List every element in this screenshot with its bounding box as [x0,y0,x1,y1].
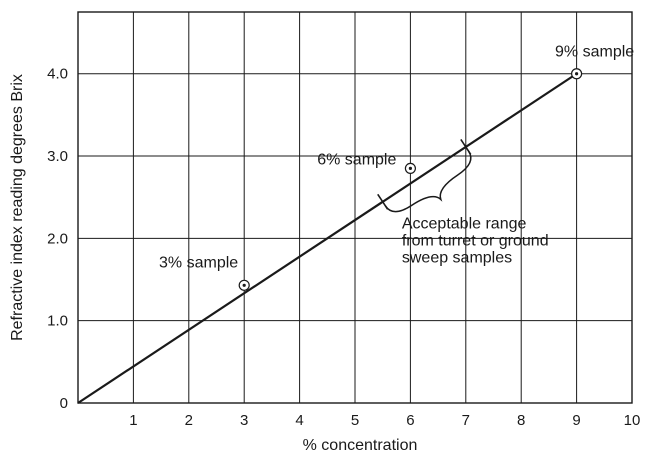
sample-point-center [242,283,246,287]
acceptable-range-annotation: Acceptable range from turret or ground swe… [377,138,549,266]
sample-points: 3% sample 6% sample 9% sample [159,44,634,291]
x-tick-label: 3 [240,412,248,429]
plot-frame [77,11,633,404]
x-tick-label: 5 [351,412,359,429]
x-tick-label: 2 [185,412,193,429]
y-tick-label: 1.0 [47,313,68,330]
series-layer [77,72,578,404]
y-tick-label: 2.0 [47,230,68,247]
sample-point-center [408,166,412,170]
range-brace [384,150,472,213]
sample-point-center [575,72,579,76]
x-tick-label: 7 [462,412,470,429]
calibration-line [77,72,578,404]
y-tick-label: 3.0 [47,148,68,165]
x-tick-label: 8 [517,412,525,429]
x-tick-label: 6 [406,412,414,429]
sample-label: 9% sample [555,44,634,61]
tick-labels: 1 2 3 4 5 6 7 8 9 10 1.0 2.0 3.0 4.0 0 [47,66,640,429]
range-label-line: from turret or ground [402,232,549,249]
x-tick-label: 10 [624,412,641,429]
range-label-line: Acceptable range [402,215,527,232]
sample-label: 3% sample [159,254,238,271]
x-tick-label: 1 [129,412,137,429]
x-tick-label: 4 [295,412,303,429]
y-tick-label: 4.0 [47,66,68,83]
x-tick-label: 9 [572,412,580,429]
x-axis-title: % concentration [303,437,418,454]
origin-tick-label: 0 [60,395,68,412]
grid-layer [78,12,633,403]
range-label-line: sweep samples [402,249,512,266]
sample-label: 6% sample [317,151,396,168]
range-label: Acceptable range from turret or ground swe… [402,215,549,266]
y-axis-title: Refractive index reading degrees Brix [9,74,26,341]
